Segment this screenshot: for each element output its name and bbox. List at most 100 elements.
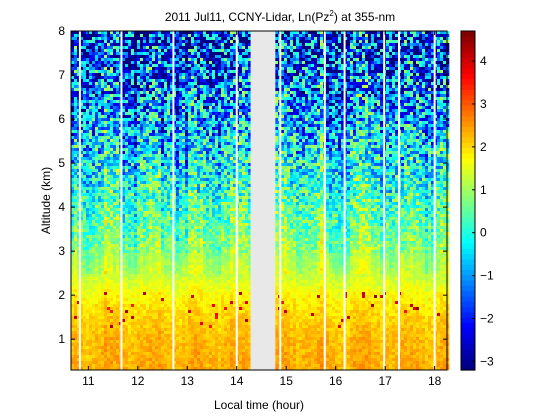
heatmap-cell	[77, 148, 81, 152]
heatmap-cell	[74, 331, 78, 335]
heatmap-cell	[104, 106, 108, 110]
heatmap-cell	[131, 220, 135, 224]
heatmap-cell	[167, 181, 171, 185]
heatmap-cell	[200, 115, 204, 119]
heatmap-cell	[161, 247, 165, 251]
heatmap-cell	[149, 133, 153, 137]
heatmap-cell	[134, 61, 138, 65]
heatmap-cell	[140, 262, 144, 266]
heatmap-cell	[98, 61, 102, 65]
heatmap-cell	[89, 64, 93, 68]
heatmap-cell	[89, 307, 93, 311]
heatmap-cell	[104, 316, 108, 320]
heatmap-cell	[170, 190, 174, 194]
heatmap-cell	[92, 181, 96, 185]
heatmap-cell	[116, 76, 120, 80]
heatmap-cell	[89, 322, 93, 326]
heatmap-cell	[128, 70, 132, 74]
heatmap-cell	[98, 154, 102, 158]
heatmap-cell	[131, 88, 135, 92]
heatmap-cell	[200, 292, 204, 296]
heatmap-cell	[167, 265, 171, 269]
heatmap-cell	[95, 82, 99, 86]
heatmap-cell	[182, 58, 186, 62]
heatmap-cell	[104, 340, 108, 344]
heatmap-cell	[74, 52, 78, 56]
heatmap-cell	[122, 289, 126, 293]
heatmap-cell	[77, 109, 81, 113]
heatmap-cell	[137, 283, 141, 287]
heatmap-cell	[113, 310, 117, 314]
heatmap-cell	[173, 118, 177, 122]
heatmap-cell	[167, 295, 171, 299]
heatmap-cell	[158, 253, 162, 257]
heatmap-cell	[191, 193, 195, 197]
heatmap-cell	[98, 46, 102, 50]
heatmap-cell	[107, 256, 111, 260]
heatmap-cell	[149, 124, 153, 128]
heatmap-cell	[164, 214, 168, 218]
heatmap-cell	[92, 157, 96, 161]
heatmap-cell	[155, 139, 159, 143]
heatmap-cell	[122, 55, 126, 59]
heatmap-cell	[167, 313, 171, 317]
heatmap-cell	[86, 184, 90, 188]
heatmap-cell	[137, 232, 141, 236]
heatmap-cell	[77, 253, 81, 257]
heatmap-cell	[179, 211, 183, 215]
heatmap-cell	[197, 358, 201, 362]
heatmap-cell	[173, 85, 177, 89]
heatmap-cell	[131, 250, 135, 254]
heatmap-cell	[158, 37, 162, 41]
heatmap-cell	[71, 226, 75, 230]
heatmap-cell	[167, 250, 171, 254]
heatmap-cell	[125, 244, 129, 248]
heatmap-cell	[116, 136, 120, 140]
heatmap-cell	[95, 169, 99, 173]
heatmap-cell	[191, 115, 195, 119]
heatmap-cell	[125, 214, 129, 218]
heatmap-cell	[140, 250, 144, 254]
heatmap-cell	[110, 175, 114, 179]
heatmap-cell	[194, 145, 198, 149]
heatmap-cell	[98, 106, 102, 110]
heatmap-cell	[164, 43, 168, 47]
heatmap-cell	[155, 70, 159, 74]
heatmap-cell	[167, 259, 171, 263]
heatmap-cell	[140, 322, 144, 326]
heatmap-cell	[98, 271, 102, 275]
heatmap-cell	[179, 289, 183, 293]
heatmap-cell	[146, 274, 150, 278]
heatmap-cell	[101, 277, 105, 281]
heatmap-cell	[107, 151, 111, 155]
heatmap-cell	[86, 280, 90, 284]
heatmap-cell	[131, 352, 135, 356]
heatmap-cell	[179, 325, 183, 329]
heatmap-cell	[173, 214, 177, 218]
heatmap-cell	[110, 163, 114, 167]
heatmap-cell	[71, 331, 75, 335]
heatmap-cell	[134, 94, 138, 98]
heatmap-cell	[191, 274, 195, 278]
heatmap-cell	[113, 271, 117, 275]
heatmap-cell	[194, 352, 198, 356]
heatmap-cell	[176, 223, 180, 227]
heatmap-cell	[143, 349, 147, 353]
heatmap-cell	[188, 283, 192, 287]
heatmap-cell	[125, 76, 129, 80]
heatmap-cell	[170, 295, 174, 299]
heatmap-cell	[179, 367, 183, 371]
heatmap-cell	[155, 322, 159, 326]
heatmap-cell	[158, 55, 162, 59]
heatmap-cell	[131, 364, 135, 368]
heatmap-cell	[164, 208, 168, 212]
heatmap-cell	[104, 157, 108, 161]
heatmap-cell	[194, 52, 198, 56]
heatmap-cell	[95, 94, 99, 98]
heatmap-cell	[98, 58, 102, 62]
heatmap-cell	[200, 364, 204, 368]
heatmap-cell	[164, 334, 168, 338]
heatmap-cell	[194, 313, 198, 317]
heatmap-cell	[128, 196, 132, 200]
heatmap-cell	[185, 358, 189, 362]
